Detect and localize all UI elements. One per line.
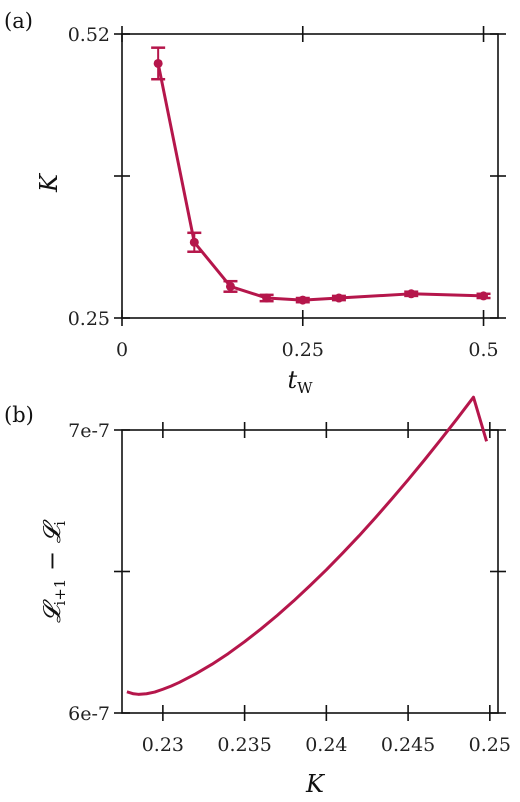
panel-b-label: (b) (4, 403, 34, 427)
panel-a-data-point (298, 295, 308, 305)
panel-a-ytick-label: 0.52 (68, 24, 110, 46)
panel-a-label: (a) (4, 9, 33, 33)
panel-b-ytick-label: 7e-7 (68, 420, 110, 442)
panel-a-data-point (262, 293, 272, 303)
panel-a: (a) 0 0.25 0.5 0.25 0.52 K tW (4, 9, 506, 397)
panel-b-xlabel: K (305, 770, 326, 798)
panel-b-xtick-label: 0.235 (217, 734, 271, 756)
panel-b-ylabel: 𝓛i+1 − 𝓛i (38, 519, 69, 623)
panel-a-series-line (156, 63, 484, 302)
panel-b-ylabel-sub1: i+1 (51, 579, 69, 606)
panel-a-data-point (153, 58, 163, 68)
panel-a-data-point (479, 291, 489, 301)
panel-b-ylabel-sub2: i (51, 521, 69, 526)
panel-a-data-point (406, 289, 416, 299)
panel-a-xtick-label: 0.25 (282, 339, 324, 361)
panel-b-xtick-label: 0.245 (381, 734, 435, 756)
panel-b-frame (121, 429, 499, 714)
panel-b: (b) 0.23 0.235 0.24 0.245 0.25 6e-7 7e-7 𝓛i+1 … (4, 395, 511, 798)
panel-b-xtick-label: 0.24 (305, 734, 347, 756)
panel-a-xtick-label: 0.5 (468, 339, 498, 361)
panel-a-frame (121, 33, 499, 319)
panel-a-xlabel: tW (287, 366, 313, 397)
panel-b-ylabel-mid: − 𝓛 (38, 519, 66, 578)
panel-b-series-line (126, 395, 488, 696)
panel-b-series (126, 395, 488, 696)
panel-a-data-point (225, 281, 235, 291)
panel-a-series (151, 46, 491, 305)
panel-a-xlabel-sub: W (297, 379, 313, 397)
panel-a-data-point (334, 293, 344, 303)
panel-a-ytick-label: 0.25 (68, 308, 110, 330)
panel-a-xlabel-main: t (287, 366, 297, 394)
panel-a-ticks: 0 0.25 0.5 0.25 0.52 (68, 24, 506, 361)
panel-b-xtick-label: 0.23 (142, 734, 184, 756)
panel-a-data-point (189, 237, 199, 247)
panel-b-xtick-label: 0.25 (469, 734, 511, 756)
panel-b-ytick-label: 6e-7 (68, 703, 110, 725)
panel-b-ticks: 0.23 0.235 0.24 0.245 0.25 6e-7 7e-7 (68, 420, 511, 756)
panel-a-ylabel: K (35, 172, 63, 193)
panel-a-xtick-label: 0 (116, 339, 128, 361)
